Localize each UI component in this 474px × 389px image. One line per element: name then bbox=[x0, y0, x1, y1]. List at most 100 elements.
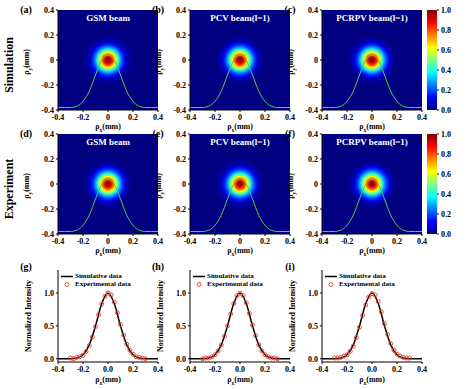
svg-text:0.0: 0.0 bbox=[103, 365, 113, 374]
svg-text:0.2: 0.2 bbox=[260, 113, 270, 122]
svg-text:0.4: 0.4 bbox=[441, 190, 451, 199]
svg-text:0.6: 0.6 bbox=[441, 46, 451, 55]
html-text:Experiment: Experiment bbox=[2, 158, 16, 220]
svg-text:0: 0 bbox=[238, 113, 242, 122]
svg-text:-0.2: -0.2 bbox=[341, 237, 354, 246]
svg-text:0: 0 bbox=[106, 237, 110, 246]
svg-text:0.2: 0.2 bbox=[260, 237, 270, 246]
svg-text:-0.4: -0.4 bbox=[52, 365, 65, 374]
svg-text:0.4: 0.4 bbox=[285, 113, 295, 122]
svg-text:0.4: 0.4 bbox=[176, 130, 186, 139]
svg-text:0.4: 0.4 bbox=[153, 365, 163, 374]
svg-text:0.0: 0.0 bbox=[176, 355, 186, 364]
svg-text:0.5: 0.5 bbox=[44, 322, 54, 331]
svg-text:0: 0 bbox=[238, 237, 242, 246]
svg-text:-0.4: -0.4 bbox=[305, 230, 318, 239]
svg-text:-0.4: -0.4 bbox=[173, 230, 186, 239]
svg-text:-0.2: -0.2 bbox=[77, 237, 90, 246]
svg-text:0.2: 0.2 bbox=[44, 31, 54, 40]
svg-text:0.0: 0.0 bbox=[44, 355, 54, 364]
svg-text:1.0: 1.0 bbox=[176, 289, 186, 298]
svg-text:-0.4: -0.4 bbox=[316, 365, 329, 374]
svg-text:-0.4: -0.4 bbox=[41, 230, 54, 239]
svg-text:-0.2: -0.2 bbox=[173, 81, 186, 90]
svg-text:-0.2: -0.2 bbox=[77, 365, 90, 374]
svg-text:0: 0 bbox=[182, 56, 186, 65]
html-text:ρx(mm): ρx(mm) bbox=[95, 121, 121, 133]
svg-text:0.4: 0.4 bbox=[417, 365, 427, 374]
html-text:ρx(mm): ρx(mm) bbox=[359, 245, 385, 257]
svg-text:0: 0 bbox=[314, 56, 318, 65]
svg-text:0.0: 0.0 bbox=[308, 355, 318, 364]
svg-text:0: 0 bbox=[314, 180, 318, 189]
html-text:ρx(mm): ρx(mm) bbox=[95, 245, 121, 257]
svg-text:0.8: 0.8 bbox=[441, 26, 451, 35]
svg-text:0.4: 0.4 bbox=[176, 6, 186, 15]
svg-text:-0.2: -0.2 bbox=[77, 113, 90, 122]
svg-text:0.0: 0.0 bbox=[367, 365, 377, 374]
svg-text:-0.4: -0.4 bbox=[41, 106, 54, 115]
svg-text:0.4: 0.4 bbox=[153, 237, 163, 246]
svg-text:-0.2: -0.2 bbox=[41, 81, 54, 90]
svg-text:0.2: 0.2 bbox=[392, 113, 402, 122]
svg-text:0.2: 0.2 bbox=[441, 210, 451, 219]
svg-text:-0.4: -0.4 bbox=[184, 365, 197, 374]
html-text:ρx(mm): ρx(mm) bbox=[227, 374, 253, 386]
svg-text:-0.2: -0.2 bbox=[305, 81, 318, 90]
svg-text:0.2: 0.2 bbox=[128, 113, 138, 122]
svg-text:0.0: 0.0 bbox=[441, 106, 451, 115]
svg-text:0.0: 0.0 bbox=[235, 365, 245, 374]
svg-text:0: 0 bbox=[182, 180, 186, 189]
svg-text:0.4: 0.4 bbox=[44, 130, 54, 139]
svg-text:-0.2: -0.2 bbox=[209, 365, 222, 374]
svg-text:0.8: 0.8 bbox=[441, 150, 451, 159]
svg-text:-0.2: -0.2 bbox=[341, 365, 354, 374]
svg-text:0.4: 0.4 bbox=[417, 237, 427, 246]
svg-text:0.4: 0.4 bbox=[44, 6, 54, 15]
svg-text:1.0: 1.0 bbox=[441, 6, 451, 15]
svg-text:0: 0 bbox=[50, 180, 54, 189]
svg-text:0.2: 0.2 bbox=[176, 155, 186, 164]
svg-text:0: 0 bbox=[50, 56, 54, 65]
svg-text:0.4: 0.4 bbox=[285, 237, 295, 246]
svg-text:0: 0 bbox=[370, 237, 374, 246]
svg-text:0.5: 0.5 bbox=[176, 322, 186, 331]
svg-text:-0.2: -0.2 bbox=[209, 237, 222, 246]
svg-text:0: 0 bbox=[106, 113, 110, 122]
svg-text:0.2: 0.2 bbox=[392, 365, 402, 374]
html-text:ρx(mm): ρx(mm) bbox=[359, 121, 385, 133]
svg-text:-0.2: -0.2 bbox=[173, 205, 186, 214]
svg-text:0.4: 0.4 bbox=[308, 6, 318, 15]
svg-text:-0.2: -0.2 bbox=[305, 205, 318, 214]
svg-text:-0.2: -0.2 bbox=[209, 113, 222, 122]
svg-text:0.4: 0.4 bbox=[441, 66, 451, 75]
svg-text:0.2: 0.2 bbox=[128, 237, 138, 246]
svg-text:-0.4: -0.4 bbox=[305, 106, 318, 115]
svg-text:1.0: 1.0 bbox=[44, 289, 54, 298]
html-text:Simulation: Simulation bbox=[2, 37, 16, 93]
svg-text:-0.4: -0.4 bbox=[173, 106, 186, 115]
svg-text:0.4: 0.4 bbox=[285, 365, 295, 374]
svg-text:0: 0 bbox=[370, 113, 374, 122]
svg-text:0.4: 0.4 bbox=[153, 113, 163, 122]
svg-text:0.6: 0.6 bbox=[441, 170, 451, 179]
svg-text:1.0: 1.0 bbox=[308, 289, 318, 298]
svg-text:-0.2: -0.2 bbox=[341, 113, 354, 122]
svg-text:0.2: 0.2 bbox=[392, 237, 402, 246]
svg-text:0.2: 0.2 bbox=[260, 365, 270, 374]
svg-text:0.2: 0.2 bbox=[128, 365, 138, 374]
svg-text:0.2: 0.2 bbox=[176, 31, 186, 40]
svg-text:0.2: 0.2 bbox=[441, 86, 451, 95]
html-text:ρx(mm): ρx(mm) bbox=[227, 121, 253, 133]
html-text:ρx(mm): ρx(mm) bbox=[227, 245, 253, 257]
svg-text:0.0: 0.0 bbox=[441, 230, 451, 239]
html-text:ρx(mm): ρx(mm) bbox=[95, 374, 121, 386]
svg-text:0.2: 0.2 bbox=[44, 155, 54, 164]
svg-text:0.2: 0.2 bbox=[308, 31, 318, 40]
svg-text:0.2: 0.2 bbox=[308, 155, 318, 164]
svg-text:-0.2: -0.2 bbox=[41, 205, 54, 214]
svg-text:0.4: 0.4 bbox=[417, 113, 427, 122]
svg-text:1.0: 1.0 bbox=[441, 130, 451, 139]
svg-text:0.4: 0.4 bbox=[308, 130, 318, 139]
svg-text:0.5: 0.5 bbox=[308, 322, 318, 331]
